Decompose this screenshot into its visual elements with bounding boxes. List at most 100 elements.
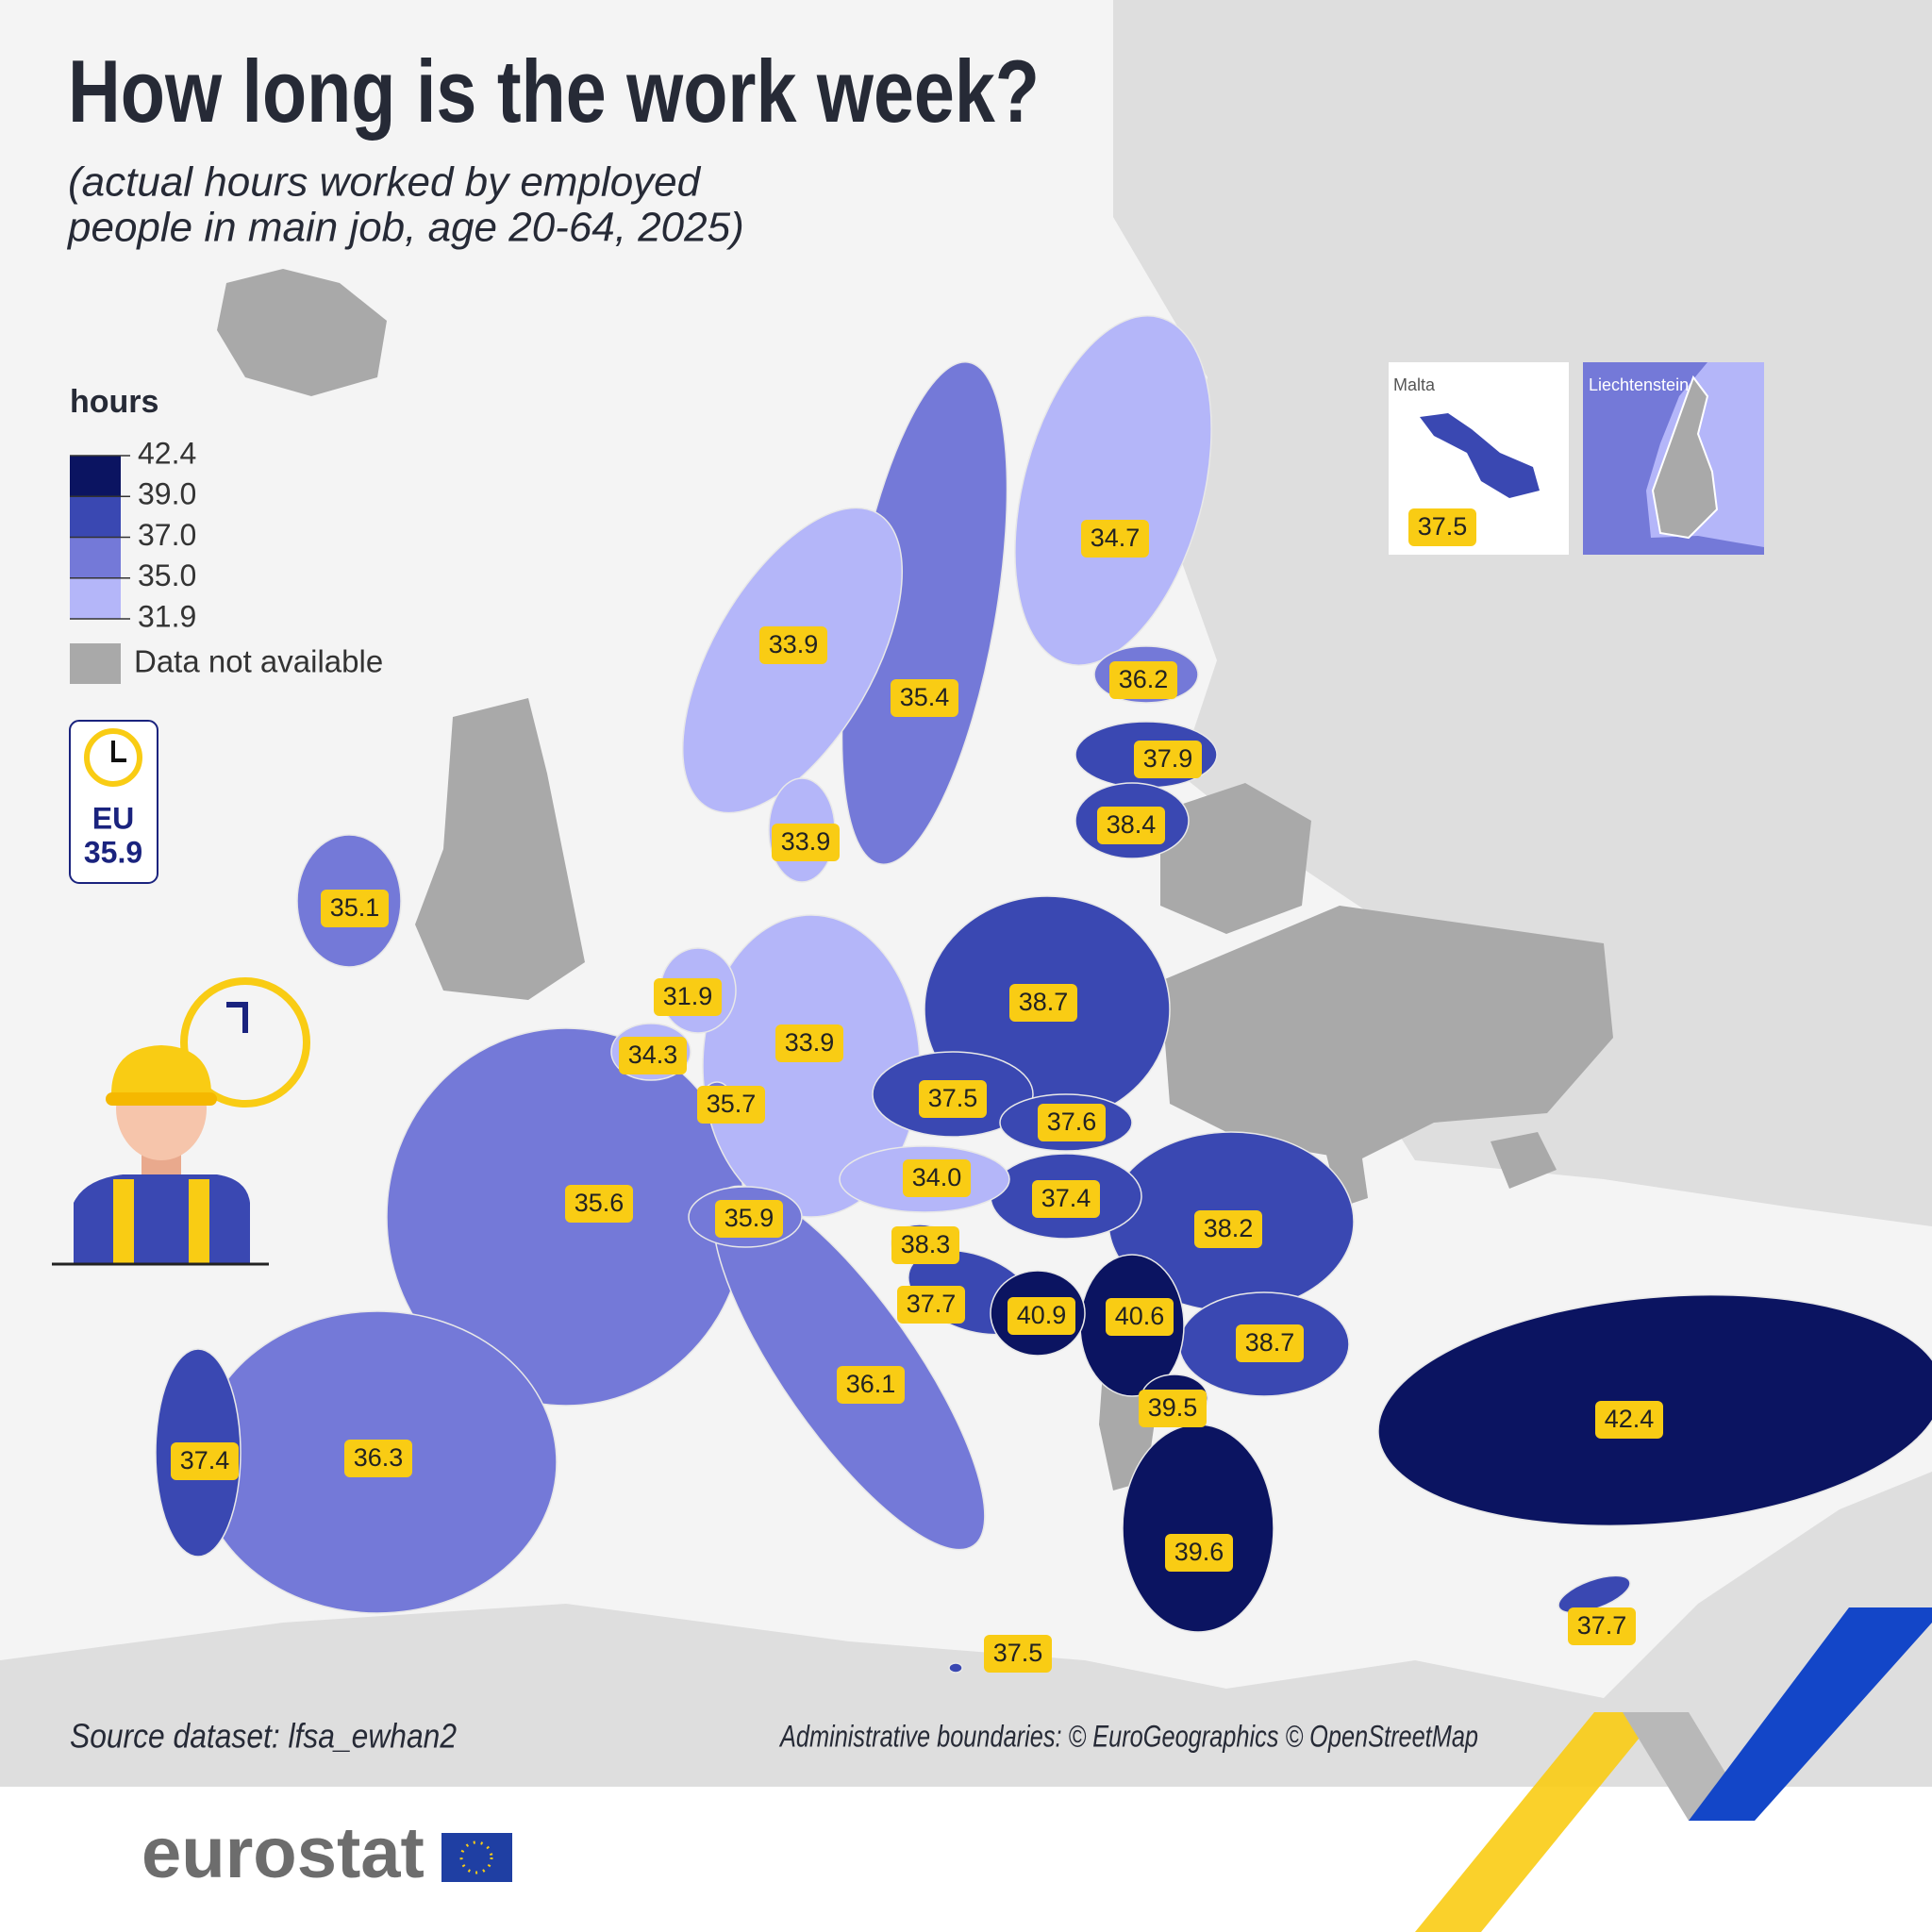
value-label: 34.3 xyxy=(628,1041,678,1069)
value-label-box xyxy=(321,890,389,927)
decoration xyxy=(1415,1607,1932,1932)
value-label-box xyxy=(715,1200,783,1238)
value-label-box xyxy=(837,1366,905,1404)
value-label: 34.0 xyxy=(912,1163,962,1191)
value-label: 37.5 xyxy=(1418,512,1468,541)
value-label-box xyxy=(1236,1324,1304,1362)
legend: 42.4 39.0 37.0 35.0 31.9 xyxy=(70,436,196,633)
subtitle: (actual hours worked by employed xyxy=(68,159,702,206)
eu-flag xyxy=(441,1833,512,1882)
value-label-box xyxy=(697,1086,765,1124)
eu-flag-stars xyxy=(459,1840,493,1874)
background-land xyxy=(0,0,1932,1787)
value-label-box xyxy=(1106,1298,1174,1336)
value-label-box xyxy=(1009,984,1077,1022)
value-label-box xyxy=(1134,741,1202,778)
value-label-box xyxy=(1595,1401,1663,1439)
value-label: 40.9 xyxy=(1017,1301,1067,1329)
subtitle: people in main job, age 20-64, 2025) xyxy=(66,205,744,251)
value-label: 38.7 xyxy=(1019,988,1069,1016)
value-label: 35.6 xyxy=(575,1189,625,1217)
worker-illustration xyxy=(52,977,310,1266)
eu-label: EU xyxy=(92,801,134,835)
value-label-box xyxy=(344,1440,412,1477)
clock-hands xyxy=(111,741,126,762)
inset-country xyxy=(1420,413,1540,498)
title: How long is the work week? xyxy=(68,42,1040,141)
value-label-box xyxy=(775,1024,843,1062)
value-label-box xyxy=(1038,1104,1106,1141)
value-label: 36.1 xyxy=(846,1370,896,1398)
value-label-box xyxy=(1097,807,1165,844)
value-label: 42.4 xyxy=(1605,1405,1655,1433)
value-label-box xyxy=(891,1226,959,1264)
legend-label: 42.4 xyxy=(138,436,196,470)
value-label-box xyxy=(984,1635,1052,1673)
value-label-box xyxy=(1139,1390,1207,1427)
value-label: 33.9 xyxy=(785,1028,835,1057)
legend-label: 39.0 xyxy=(138,477,196,511)
value-label: 37.5 xyxy=(928,1084,978,1112)
value-label-box xyxy=(1081,520,1149,558)
value-label: 31.9 xyxy=(663,982,713,1010)
eu-value: 35.9 xyxy=(84,835,142,869)
value-label: 35.7 xyxy=(707,1090,757,1118)
value-label: 36.2 xyxy=(1119,665,1169,693)
legend-title: hours xyxy=(70,384,158,420)
legend-swatch xyxy=(70,537,121,578)
legend-label: 35.0 xyxy=(138,558,196,592)
legend-no-data-swatch xyxy=(70,643,121,684)
logo: eurostat xyxy=(142,1813,425,1893)
value-label-box xyxy=(171,1442,239,1480)
source: Source dataset: lfsa_ewhan2 xyxy=(70,1717,457,1756)
value-label: 38.7 xyxy=(1245,1328,1295,1357)
value-label: 39.5 xyxy=(1148,1393,1198,1422)
inset-neighbour xyxy=(1583,362,1764,555)
value-label-box xyxy=(565,1185,633,1223)
value-label: 34.7 xyxy=(1091,524,1141,552)
legend-label: 31.9 xyxy=(138,599,196,633)
value-label: 37.4 xyxy=(180,1446,230,1474)
value-label-box xyxy=(759,626,827,664)
country xyxy=(1014,315,1212,666)
value-label: 33.9 xyxy=(781,827,831,856)
value-label: 33.9 xyxy=(769,630,819,658)
value-label: 40.6 xyxy=(1115,1302,1165,1330)
inset-no-data xyxy=(1651,375,1719,540)
value-label: 37.7 xyxy=(907,1290,957,1318)
legend-swatch xyxy=(70,496,121,538)
value-label-box xyxy=(1194,1210,1262,1248)
inset-value-label: 37.5 xyxy=(1408,508,1476,546)
value-label: 35.4 xyxy=(900,683,950,711)
value-label-box xyxy=(1032,1180,1100,1218)
value-label: 38.3 xyxy=(901,1230,951,1258)
value-label: 37.5 xyxy=(993,1639,1043,1667)
value-label-box xyxy=(772,824,840,861)
value-label: 37.6 xyxy=(1047,1108,1097,1136)
legend-no-data-label: Data not available xyxy=(134,644,383,679)
legend-swatch xyxy=(70,577,121,619)
inset-name: Malta xyxy=(1393,375,1436,394)
value-label-box xyxy=(891,679,958,717)
country xyxy=(1122,1424,1274,1633)
value-label-box xyxy=(919,1080,987,1118)
value-label-box xyxy=(1008,1297,1075,1335)
value-label: 37.9 xyxy=(1143,744,1193,773)
footer xyxy=(0,1787,1932,1932)
value-label: 35.9 xyxy=(724,1204,774,1232)
value-label-box xyxy=(1165,1534,1233,1572)
value-label-box xyxy=(1568,1607,1636,1645)
value-label-box xyxy=(897,1286,965,1324)
value-label: 37.7 xyxy=(1577,1611,1627,1640)
value-label: 38.4 xyxy=(1107,810,1157,839)
legend-swatch xyxy=(70,456,121,497)
value-label-box xyxy=(1109,661,1177,699)
value-label-box xyxy=(654,978,722,1016)
value-label: 35.1 xyxy=(330,893,380,922)
inset-name: Liechtenstein xyxy=(1589,375,1689,394)
value-label: 37.4 xyxy=(1041,1184,1091,1212)
value-label: 36.3 xyxy=(354,1443,404,1472)
value-label-box xyxy=(903,1159,971,1197)
country xyxy=(948,1662,963,1674)
